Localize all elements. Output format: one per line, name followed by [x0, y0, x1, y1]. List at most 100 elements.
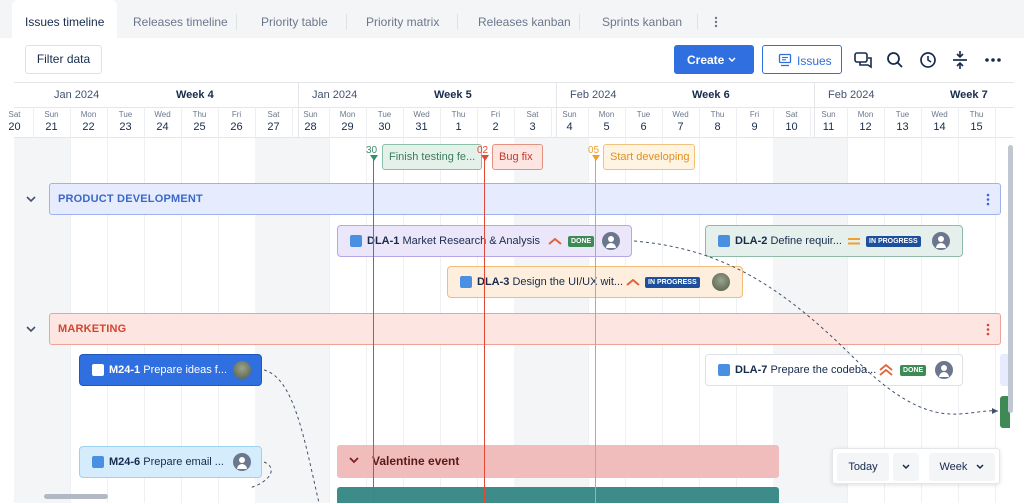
day-name: Sun: [303, 110, 318, 119]
week-label: Week 6: [692, 89, 730, 101]
day-number: 12: [859, 121, 872, 133]
issue-title: Prepare email ...: [143, 456, 224, 468]
day-number: 27: [267, 121, 280, 133]
epic-bar[interactable]: [337, 487, 779, 503]
more-tabs-icon[interactable]: [711, 15, 721, 29]
comments-icon[interactable]: [852, 49, 874, 71]
issue-label: DLA-2 Define requir...: [735, 226, 842, 256]
day-name: Thu: [710, 110, 725, 119]
offscreen-card[interactable]: [1000, 354, 1008, 386]
tab-divider: [236, 14, 237, 30]
collapse-rows-icon[interactable]: [949, 49, 971, 71]
day-name: Fri: [749, 110, 760, 119]
day-header: Tue 6: [625, 109, 662, 134]
tab-issues-timeline[interactable]: Issues timeline: [12, 0, 118, 38]
priority-highest-icon: [879, 363, 893, 376]
day-number: 31: [415, 121, 428, 133]
epic-valentine-event[interactable]: Valentine event: [337, 445, 779, 478]
weekend-column: [14, 138, 33, 503]
day-name: Wed: [931, 110, 948, 119]
tab-releases-kanban[interactable]: Releases kanban: [478, 15, 571, 29]
release-marker-bug-fix[interactable]: Bug fix: [492, 144, 543, 170]
history-icon[interactable]: [917, 49, 939, 71]
create-button[interactable]: Create: [674, 45, 754, 74]
chevron-down-icon[interactable]: [24, 322, 38, 336]
day-divider: [366, 107, 367, 139]
tab-priority-table[interactable]: Priority table: [261, 15, 328, 29]
issue-label: M24-6 Prepare email ...: [109, 447, 224, 477]
issue-title: Market Research & Analysis: [402, 235, 541, 247]
day-divider: [440, 107, 441, 139]
vertical-scrollbar[interactable]: [1008, 145, 1013, 413]
group-marketing[interactable]: MARKETING: [49, 313, 1001, 345]
day-header: Mon 12: [847, 109, 884, 134]
tab-divider: [579, 14, 580, 30]
day-header: Fri 2: [477, 109, 514, 134]
issue-card-dla-2[interactable]: DLA-2 Define requir... IN PROGRESS: [705, 225, 963, 257]
filter-data-button[interactable]: Filter data: [25, 45, 102, 74]
scale-select[interactable]: Week: [929, 453, 995, 481]
release-marker-start-developing[interactable]: Start developing: [603, 144, 695, 170]
day-divider: [625, 107, 626, 139]
search-icon[interactable]: [884, 49, 906, 71]
day-name: Wed: [413, 110, 430, 119]
day-number: 2: [492, 121, 499, 133]
chevron-down-icon[interactable]: [349, 457, 359, 465]
issue-key: DLA-7: [735, 364, 768, 376]
issue-card-m24-1[interactable]: M24-1 Prepare ideas f...: [79, 354, 262, 386]
day-name: Tue: [118, 110, 133, 119]
create-button-label: Create: [687, 53, 725, 67]
release-line: [595, 158, 596, 503]
day-divider: [810, 107, 811, 139]
day-header: Thu 1: [440, 109, 477, 134]
day-number: 28: [304, 121, 317, 133]
release-arrow-icon: [592, 155, 600, 161]
issue-key: M24-6: [109, 456, 141, 468]
horizontal-scrollbar[interactable]: [44, 494, 108, 499]
day-divider: [736, 107, 737, 139]
group-menu-icon[interactable]: [986, 193, 990, 206]
release-marker-finish-testing[interactable]: Finish testing fe...: [382, 144, 482, 170]
day-name: Sun: [821, 110, 836, 119]
group-product-development[interactable]: PRODUCT DEVELOPMENT: [49, 183, 1001, 215]
tab-sprints-kanban[interactable]: Sprints kanban: [602, 15, 683, 29]
day-number: 1: [455, 121, 462, 133]
day-divider: [477, 107, 478, 139]
avatar: [712, 273, 730, 291]
day-divider: [403, 107, 404, 139]
week-divider: [556, 83, 557, 139]
week-label: Week 7: [950, 89, 988, 101]
offscreen-card[interactable]: [1000, 396, 1010, 428]
day-name: Tue: [377, 110, 392, 119]
tab-divider: [457, 14, 458, 30]
chevron-down-icon[interactable]: [24, 192, 38, 206]
tab-releases-timeline[interactable]: Releases timeline: [133, 15, 228, 29]
day-header: Wed 24: [144, 109, 181, 134]
day-header: Sun 11: [810, 109, 847, 134]
today-options-button[interactable]: [893, 453, 919, 481]
day-header: Mon 29: [329, 109, 366, 134]
day-divider: [514, 107, 515, 139]
week-label: Week 4: [176, 89, 214, 101]
timeline-header: Jan 2024 Week 4 Jan 2024 Week 5 Feb 2024…: [8, 82, 1014, 139]
day-number: 9: [751, 121, 758, 133]
today-button[interactable]: Today: [837, 453, 889, 481]
day-divider: [699, 107, 700, 139]
day-name: Mon: [80, 110, 97, 119]
group-menu-icon[interactable]: [986, 323, 990, 336]
issue-card-m24-6[interactable]: M24-6 Prepare email ...: [79, 446, 262, 478]
day-number: 3: [529, 121, 536, 133]
issues-button[interactable]: Issues: [762, 45, 842, 74]
day-header: Sat 10: [773, 109, 810, 134]
day-name: Sat: [785, 110, 798, 119]
epic-title: Valentine event: [372, 454, 460, 468]
day-divider: [70, 107, 71, 139]
more-options-icon[interactable]: [982, 49, 1004, 71]
day-header: Fri 9: [736, 109, 773, 134]
day-name: Sat: [267, 110, 280, 119]
status-badge: IN PROGRESS: [866, 236, 921, 247]
avatar: [233, 361, 251, 379]
tab-priority-matrix[interactable]: Priority matrix: [366, 15, 440, 29]
issue-title: Define requir...: [770, 235, 842, 247]
issue-card-dla-7[interactable]: DLA-7 Prepare the codeba... DONE: [705, 354, 963, 386]
